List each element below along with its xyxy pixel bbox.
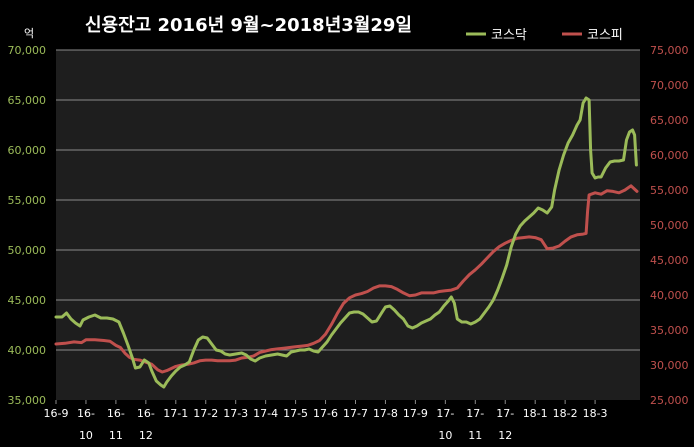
x-tick-label: 17-5 <box>283 407 308 420</box>
x-axis-ticks: 16-9 16-10 16-11 16-12 17-1 17-2 17-3 17-4 17-5 1… <box>44 400 608 442</box>
legend-label-kospi: 코스피 <box>587 28 623 43</box>
x-tick-label: 17-1 <box>163 407 188 420</box>
x-tick-label: 17-12 <box>496 407 514 442</box>
x-tick-label: 17-3 <box>223 407 248 420</box>
left-tick-label: 45,000 <box>8 294 47 307</box>
x-tick-label: 17-7 <box>343 407 368 420</box>
right-tick-label: 75,000 <box>650 44 689 57</box>
left-axis-ticks: 35,000 40,000 45,000 50,000 55,000 60,000 65,0… <box>8 44 47 407</box>
left-tick-label: 60,000 <box>8 144 47 157</box>
series-line-kosdaq <box>54 96 638 389</box>
right-tick-label: 60,000 <box>650 149 689 162</box>
x-tick-label: 18-3 <box>583 407 608 420</box>
left-tick-label: 55,000 <box>8 194 47 207</box>
x-tick-label: 17-10 <box>436 407 454 442</box>
left-tick-label: 50,000 <box>8 244 47 257</box>
x-tick-label: 18-1 <box>523 407 548 420</box>
right-tick-label: 45,000 <box>650 254 689 267</box>
x-tick-label: 17-8 <box>373 407 398 420</box>
x-tick-label: 16-12 <box>137 407 155 442</box>
plot-area <box>56 50 640 400</box>
right-tick-label: 25,000 <box>650 394 689 407</box>
right-tick-label: 55,000 <box>650 184 689 197</box>
left-tick-label: 70,000 <box>8 44 47 57</box>
chart-title: 신용잔고 2016년 9월~2018년3월29일 <box>85 15 412 36</box>
left-axis-unit: 억 <box>24 27 34 40</box>
right-tick-label: 70,000 <box>650 79 689 92</box>
x-tick-label: 17-4 <box>253 407 278 420</box>
left-tick-label: 35,000 <box>8 394 47 407</box>
right-tick-label: 35,000 <box>650 324 689 337</box>
series-line-kospi <box>54 184 639 374</box>
x-tick-label: 16-10 <box>77 407 95 442</box>
x-tick-label: 17-9 <box>403 407 428 420</box>
legend: 코스닥 코스피 <box>466 28 623 43</box>
right-tick-label: 30,000 <box>650 359 689 372</box>
right-axis-ticks: 25,000 30,000 35,000 40,000 45,000 50,000 55,0… <box>650 44 689 407</box>
left-tick-label: 65,000 <box>8 94 47 107</box>
x-tick-label: 16-11 <box>107 407 125 442</box>
x-tick-label: 17-11 <box>466 407 484 442</box>
x-tick-label: 18-2 <box>553 407 578 420</box>
x-tick-label: 17-2 <box>193 407 218 420</box>
right-tick-label: 50,000 <box>650 219 689 232</box>
right-tick-label: 65,000 <box>650 114 689 127</box>
x-tick-label: 16-9 <box>44 407 69 420</box>
left-tick-label: 40,000 <box>8 344 47 357</box>
x-tick-label: 17-6 <box>313 407 338 420</box>
right-tick-label: 40,000 <box>650 289 689 302</box>
legend-label-kosdaq: 코스닥 <box>491 28 527 43</box>
